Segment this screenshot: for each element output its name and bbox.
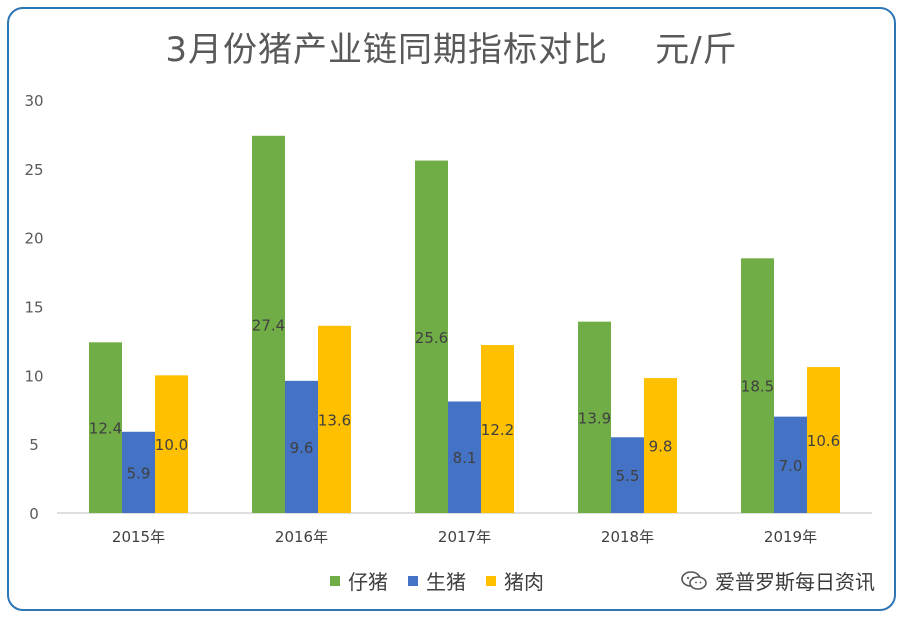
legend-swatch-live-hog xyxy=(408,575,418,586)
data-label: 5.9 xyxy=(127,464,151,482)
data-label: 7.0 xyxy=(779,457,803,475)
bar-2-1 xyxy=(318,325,351,513)
data-label: 27.4 xyxy=(252,316,285,334)
legend: 仔猪 生猪 猪肉 xyxy=(330,566,544,595)
legend-swatch-piglet xyxy=(330,575,340,586)
y-tick-label: 10 xyxy=(24,367,43,385)
bar-2-2 xyxy=(481,345,514,513)
data-label: 25.6 xyxy=(415,329,448,347)
bar-0-2 xyxy=(415,160,448,513)
data-label: 18.5 xyxy=(741,378,774,396)
data-label: 13.6 xyxy=(318,411,351,429)
legend-label-live-hog: 生猪 xyxy=(426,570,466,594)
legend-item-pork: 猪肉 xyxy=(486,566,544,595)
data-label: 9.8 xyxy=(649,438,673,456)
data-label: 10.0 xyxy=(155,436,188,454)
watermark: 爱普罗斯每日资讯 xyxy=(681,566,875,595)
x-tick-label: 2018年 xyxy=(601,528,654,546)
data-label: 13.9 xyxy=(578,409,611,427)
bar-0-0 xyxy=(89,342,122,513)
bar-2-4 xyxy=(807,367,840,513)
y-tick-label: 0 xyxy=(29,505,39,523)
data-label: 10.6 xyxy=(807,432,840,450)
chart-title: 3月份猪产业链同期指标对比 元/斤 xyxy=(165,30,738,70)
data-label: 12.2 xyxy=(481,421,514,439)
bar-1-3 xyxy=(611,437,644,513)
x-tick-label: 2019年 xyxy=(764,528,817,546)
y-tick-label: 25 xyxy=(24,161,43,179)
x-tick-label: 2017年 xyxy=(438,528,491,546)
bar-2-0 xyxy=(155,375,188,513)
data-label: 8.1 xyxy=(453,449,477,467)
bar-0-4 xyxy=(741,258,774,513)
bar-0-1 xyxy=(252,135,285,513)
bar-1-2 xyxy=(448,401,481,513)
bar-1-4 xyxy=(774,416,807,513)
y-tick-label: 5 xyxy=(29,436,39,454)
x-tick-label: 2015年 xyxy=(112,528,165,546)
x-tick-label: 2016年 xyxy=(275,528,328,546)
legend-item-live-hog: 生猪 xyxy=(408,566,466,595)
legend-label-piglet: 仔猪 xyxy=(348,570,388,594)
y-tick-label: 20 xyxy=(24,230,43,248)
legend-item-piglet: 仔猪 xyxy=(330,566,388,595)
data-label: 9.6 xyxy=(290,439,314,457)
bar-1-1 xyxy=(285,380,318,513)
data-label: 5.5 xyxy=(616,467,640,485)
bar-0-3 xyxy=(578,321,611,513)
bar-1-0 xyxy=(122,431,155,513)
bar-2-3 xyxy=(644,378,677,513)
data-label: 12.4 xyxy=(89,420,122,438)
y-tick-label: 15 xyxy=(24,299,43,317)
y-tick-label: 30 xyxy=(24,92,43,110)
wechat-icon xyxy=(681,570,707,591)
legend-label-pork: 猪肉 xyxy=(504,570,544,594)
legend-swatch-pork xyxy=(486,575,496,586)
watermark-text: 爱普罗斯每日资讯 xyxy=(715,570,875,594)
